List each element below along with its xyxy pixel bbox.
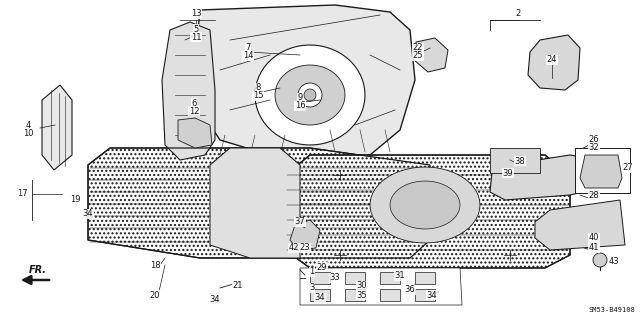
Polygon shape <box>210 148 300 258</box>
Text: 23: 23 <box>300 243 310 253</box>
Polygon shape <box>490 155 614 200</box>
Text: 38: 38 <box>515 157 525 166</box>
Text: 35: 35 <box>356 291 367 300</box>
Text: 6: 6 <box>191 99 196 108</box>
Text: 27: 27 <box>623 164 634 173</box>
Polygon shape <box>255 45 365 145</box>
Text: 34: 34 <box>427 291 437 300</box>
Text: SM53-B49108: SM53-B49108 <box>588 307 635 313</box>
Text: 11: 11 <box>191 33 201 41</box>
Text: 43: 43 <box>609 257 620 266</box>
Text: 29: 29 <box>317 263 327 271</box>
Bar <box>380 272 400 284</box>
Text: FR.: FR. <box>29 265 47 275</box>
Text: 42: 42 <box>289 243 300 253</box>
Bar <box>415 289 435 301</box>
Text: 34: 34 <box>210 295 220 305</box>
Circle shape <box>304 89 316 101</box>
Text: 17: 17 <box>17 189 28 198</box>
Polygon shape <box>275 65 345 125</box>
Text: 36: 36 <box>404 286 415 294</box>
Text: 14: 14 <box>243 51 253 61</box>
Text: 30: 30 <box>356 281 367 291</box>
Text: 33: 33 <box>330 273 340 283</box>
Text: 40: 40 <box>589 234 599 242</box>
Text: 34: 34 <box>315 293 325 302</box>
Polygon shape <box>528 35 580 90</box>
Text: 3: 3 <box>309 284 315 293</box>
Text: 16: 16 <box>294 101 305 110</box>
Text: 1: 1 <box>309 268 315 277</box>
Text: 15: 15 <box>253 92 263 100</box>
Polygon shape <box>178 118 212 148</box>
Circle shape <box>298 83 322 107</box>
Text: 21: 21 <box>233 280 243 290</box>
Polygon shape <box>390 181 460 229</box>
Text: 31: 31 <box>395 271 405 280</box>
Text: 10: 10 <box>23 130 33 138</box>
Text: 9: 9 <box>298 93 303 102</box>
Text: 8: 8 <box>255 84 260 93</box>
Polygon shape <box>370 167 480 243</box>
Bar <box>345 272 365 284</box>
Text: 12: 12 <box>189 107 199 115</box>
Polygon shape <box>535 200 625 250</box>
Circle shape <box>581 235 595 249</box>
Text: 18: 18 <box>150 262 160 271</box>
Text: 7: 7 <box>245 43 251 53</box>
Text: 26: 26 <box>589 136 599 145</box>
Polygon shape <box>300 268 462 305</box>
Text: 41: 41 <box>589 243 599 253</box>
Polygon shape <box>290 220 320 250</box>
Bar <box>575 148 630 193</box>
Bar <box>380 289 400 301</box>
Text: 25: 25 <box>413 51 423 61</box>
Text: 19: 19 <box>70 196 80 204</box>
Text: 22: 22 <box>413 43 423 53</box>
Circle shape <box>581 221 595 235</box>
Text: 28: 28 <box>589 191 599 201</box>
Polygon shape <box>580 155 622 188</box>
Text: 2: 2 <box>515 9 520 18</box>
Bar <box>310 272 330 284</box>
Bar <box>490 148 540 173</box>
Text: 37: 37 <box>294 218 305 226</box>
Circle shape <box>593 253 607 267</box>
Polygon shape <box>162 22 215 160</box>
Polygon shape <box>414 38 448 72</box>
Text: 13: 13 <box>191 10 202 19</box>
Polygon shape <box>88 148 430 258</box>
Text: 34: 34 <box>83 210 93 219</box>
Polygon shape <box>285 155 570 268</box>
Bar <box>415 272 435 284</box>
Text: 20: 20 <box>150 291 160 300</box>
Text: 5: 5 <box>193 25 198 33</box>
Bar <box>310 289 330 301</box>
Text: 24: 24 <box>547 56 557 64</box>
Text: 39: 39 <box>502 168 513 177</box>
Text: 32: 32 <box>589 144 599 152</box>
Polygon shape <box>195 5 415 160</box>
Polygon shape <box>42 85 72 170</box>
Bar <box>345 289 365 301</box>
Text: 4: 4 <box>26 122 31 130</box>
